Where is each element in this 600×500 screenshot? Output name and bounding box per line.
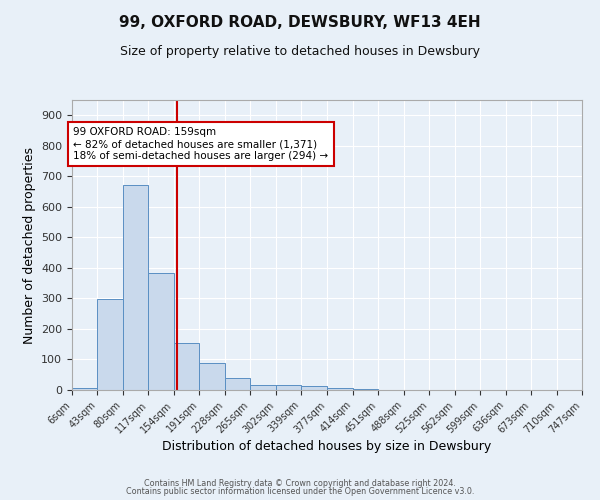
X-axis label: Distribution of detached houses by size in Dewsbury: Distribution of detached houses by size … xyxy=(163,440,491,454)
Text: 99, OXFORD ROAD, DEWSBURY, WF13 4EH: 99, OXFORD ROAD, DEWSBURY, WF13 4EH xyxy=(119,15,481,30)
Text: Contains HM Land Registry data © Crown copyright and database right 2024.: Contains HM Land Registry data © Crown c… xyxy=(144,478,456,488)
Bar xyxy=(97,300,123,390)
Bar xyxy=(250,385,276,390)
Bar xyxy=(72,388,97,390)
Bar xyxy=(174,343,199,390)
Text: 99 OXFORD ROAD: 159sqm
← 82% of detached houses are smaller (1,371)
18% of semi-: 99 OXFORD ROAD: 159sqm ← 82% of detached… xyxy=(73,128,329,160)
Text: Size of property relative to detached houses in Dewsbury: Size of property relative to detached ho… xyxy=(120,45,480,58)
Bar xyxy=(199,362,225,390)
Bar xyxy=(328,388,353,390)
Bar xyxy=(276,385,301,390)
Bar xyxy=(225,378,250,390)
Y-axis label: Number of detached properties: Number of detached properties xyxy=(23,146,35,344)
Bar xyxy=(301,386,328,390)
Text: Contains public sector information licensed under the Open Government Licence v3: Contains public sector information licen… xyxy=(126,487,474,496)
Bar xyxy=(123,185,148,390)
Bar xyxy=(148,274,174,390)
